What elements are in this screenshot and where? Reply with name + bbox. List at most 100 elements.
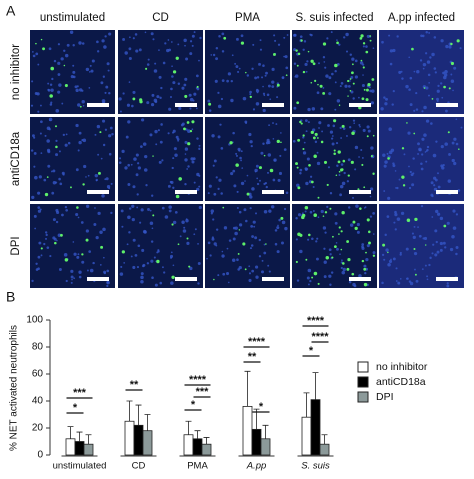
nucleus <box>189 97 194 102</box>
nucleus <box>426 275 429 278</box>
net <box>331 256 334 259</box>
nucleus <box>77 103 81 107</box>
nucleus <box>146 262 150 265</box>
nucleus <box>228 239 232 242</box>
nucleus <box>324 66 327 69</box>
nucleus <box>435 209 439 214</box>
nucleus <box>167 132 170 135</box>
net <box>347 79 350 83</box>
nucleus <box>44 231 48 234</box>
nucleus <box>392 164 396 168</box>
nucleus <box>82 138 87 143</box>
net <box>361 97 365 101</box>
net <box>341 124 345 128</box>
bar <box>74 441 85 456</box>
nucleus <box>276 226 280 230</box>
nucleus <box>65 208 69 212</box>
nucleus <box>271 80 275 84</box>
nucleus <box>160 86 163 90</box>
nucleus <box>52 169 56 173</box>
nucleus <box>61 102 64 105</box>
legend-swatch <box>357 391 369 403</box>
nucleus <box>104 178 107 181</box>
net <box>370 155 373 158</box>
nucleus <box>64 143 68 147</box>
net <box>54 241 57 245</box>
net <box>406 122 408 124</box>
nucleus <box>381 40 384 44</box>
nucleus <box>423 105 427 110</box>
nucleus <box>394 210 397 214</box>
nucleus <box>405 247 409 251</box>
net <box>189 129 193 133</box>
nucleus <box>124 166 128 170</box>
nucleus <box>388 127 392 131</box>
net <box>325 256 330 260</box>
nucleus <box>352 119 356 122</box>
nucleus <box>274 39 277 42</box>
nucleus <box>431 194 434 198</box>
nucleus <box>37 255 41 259</box>
nucleus <box>262 64 265 67</box>
nucleus <box>140 208 144 212</box>
y-tick-label: 60 <box>32 369 44 380</box>
nucleus <box>392 89 395 93</box>
nucleus <box>95 235 99 240</box>
nucleus <box>455 142 459 146</box>
nucleus <box>396 186 399 190</box>
nucleus <box>362 45 365 48</box>
nucleus <box>207 192 210 195</box>
net <box>354 226 358 231</box>
nucleus <box>429 256 432 260</box>
nucleus <box>230 79 234 83</box>
nucleus <box>155 143 158 146</box>
nucleus <box>31 80 34 83</box>
nucleus <box>138 48 142 52</box>
net <box>447 131 450 134</box>
nucleus <box>425 86 429 90</box>
nucleus <box>238 149 241 152</box>
nucleus <box>292 139 296 143</box>
nucleus <box>268 270 271 273</box>
nucleus <box>85 67 90 72</box>
nucleus <box>220 192 223 195</box>
net <box>352 220 356 224</box>
nucleus <box>434 229 438 233</box>
nucleus <box>170 180 174 184</box>
nucleus <box>250 244 254 247</box>
nucleus <box>415 279 419 283</box>
nucleus <box>226 247 229 250</box>
net <box>387 157 390 160</box>
nucleus <box>359 61 364 65</box>
nucleus <box>223 226 228 230</box>
nucleus <box>154 283 158 287</box>
nucleus <box>195 107 198 110</box>
scale-bar <box>87 277 109 281</box>
nucleus <box>58 177 61 181</box>
nucleus <box>212 53 216 57</box>
nucleus <box>127 120 131 124</box>
nucleus <box>263 209 268 214</box>
net <box>296 101 300 105</box>
y-tick-label: 40 <box>32 396 44 407</box>
nucleus <box>345 50 349 53</box>
nucleus <box>334 212 338 216</box>
nucleus <box>194 228 197 231</box>
nucleus <box>140 275 144 280</box>
column-header: unstimulated <box>40 12 105 24</box>
nucleus <box>392 257 396 261</box>
nucleus <box>285 66 289 70</box>
nucleus <box>440 164 444 168</box>
nucleus <box>103 45 107 49</box>
micrograph <box>205 30 290 114</box>
significance-label: * <box>191 399 196 411</box>
nucleus <box>196 137 199 140</box>
net <box>310 81 313 84</box>
net <box>132 97 136 101</box>
nucleus <box>272 138 275 140</box>
nucleus <box>251 67 254 70</box>
net <box>300 122 303 125</box>
nucleus <box>413 109 416 112</box>
net <box>276 83 280 87</box>
nucleus <box>263 251 267 255</box>
